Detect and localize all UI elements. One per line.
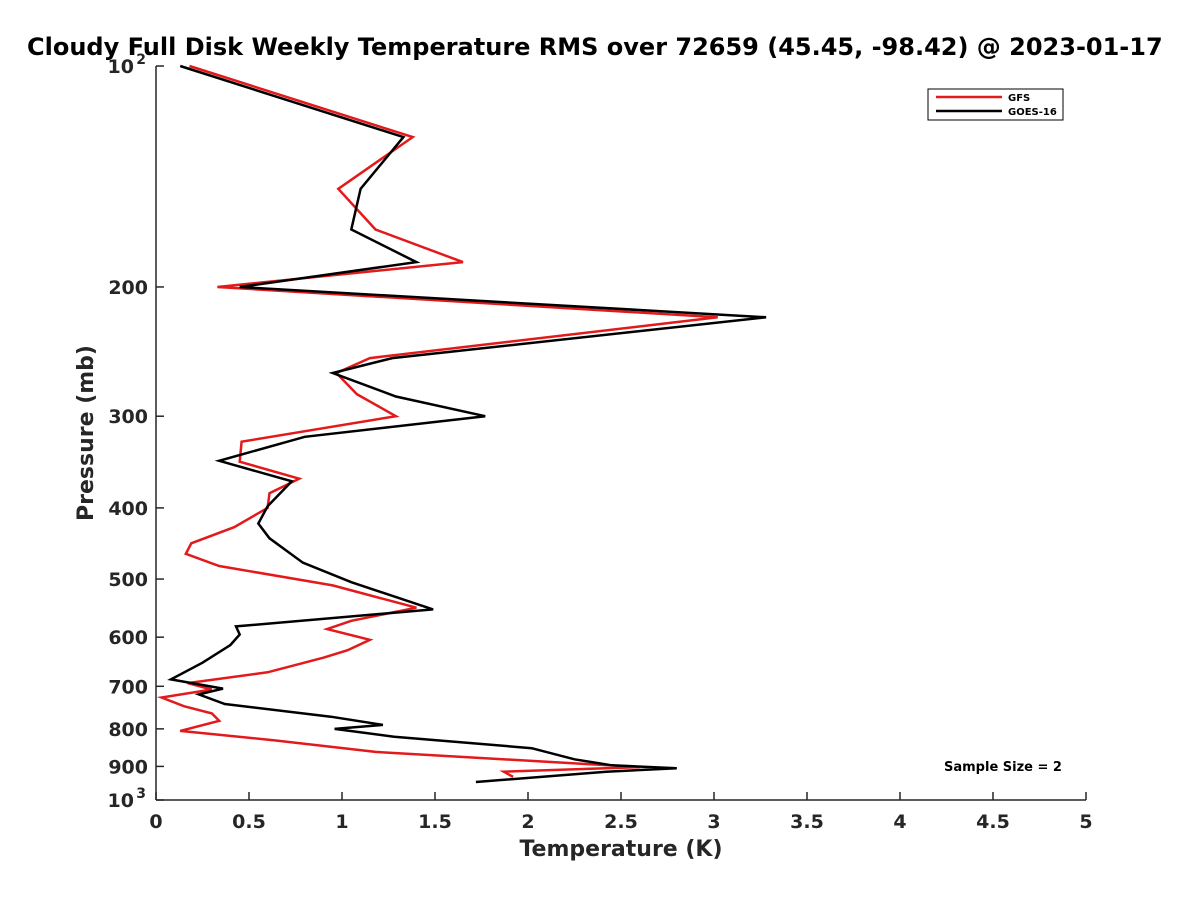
y-tick-label: 400: [108, 498, 148, 520]
x-tick-label: 3: [707, 811, 720, 833]
y-tick-label: 300: [108, 406, 148, 428]
y-tick-label: 800: [108, 719, 148, 741]
y-tick-label: 600: [108, 627, 148, 649]
y-tick-label: 10: [108, 56, 134, 78]
chart-title: Cloudy Full Disk Weekly Temperature RMS …: [27, 33, 1163, 61]
plot-area: 0 0.5 1 1.5 2 2.5 3 3.5 4 4.5 5 10 2200300400500600…: [108, 52, 1093, 833]
y-tick-exponent: 2: [136, 52, 146, 68]
x-tick-label: 1.5: [418, 811, 452, 833]
x-tick-label: 4: [893, 811, 906, 833]
sample-size-annotation: Sample Size = 2: [944, 760, 1062, 775]
x-tick-label: 1: [335, 811, 348, 833]
series-line-goes-16: [167, 64, 767, 784]
y-tick-label: 200: [108, 277, 148, 299]
y-axis-label: Pressure (mb): [74, 345, 99, 521]
legend-box: [927, 88, 1064, 121]
x-tick-label: 5: [1079, 811, 1092, 833]
series-line-gfs: [156, 64, 718, 778]
y-tick-label: 500: [108, 569, 148, 591]
y-tick-label: 900: [108, 756, 148, 778]
y-tick-label: 10: [108, 790, 134, 812]
x-tick-label: 4.5: [976, 811, 1010, 833]
x-tick-label: 3.5: [790, 811, 824, 833]
x-axis-label: Temperature (K): [519, 837, 722, 862]
x-tick-label: 0: [149, 811, 162, 833]
series-layer: [156, 64, 767, 784]
y-tick-exponent: 3: [136, 786, 146, 802]
x-tick-label: 2: [521, 811, 534, 833]
legend-entry-label: GFS: [1008, 93, 1030, 104]
y-tick-label: 700: [108, 676, 148, 698]
x-tick-label: 0.5: [232, 811, 266, 833]
x-tick-label: 2.5: [604, 811, 638, 833]
legend: GFS GOES-16: [927, 88, 1064, 121]
x-axis-ticks: 0 0.5 1 1.5 2 2.5 3 3.5 4 4.5 5: [149, 792, 1093, 833]
legend-entry-label: GOES-16: [1008, 107, 1057, 118]
